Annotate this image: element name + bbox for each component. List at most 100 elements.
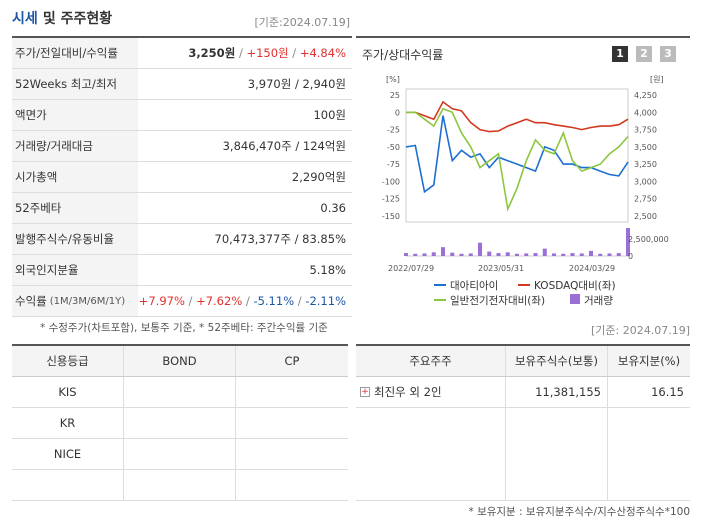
- stock-chart: [%] [원] 25 0 -25 -50 -75 -100 -125 -150 4,250 4,0…: [382, 75, 669, 307]
- chart-page-3-button[interactable]: 3: [660, 46, 676, 62]
- right-tick-label: 2,750: [634, 195, 657, 204]
- row-key: 주가/전일대비/수익률: [12, 38, 138, 68]
- table-header-row: 주요주주 보유주식수(보통) 보유지분(%): [356, 346, 690, 377]
- returns-label: 수익률: [15, 294, 47, 308]
- column-header: 보유지분(%): [617, 354, 681, 368]
- left-tick-label: -125: [382, 195, 400, 204]
- bond-rating-cell: [124, 377, 236, 407]
- volume-zero-label: 0: [628, 252, 633, 261]
- volume-bar: [413, 253, 418, 256]
- cp-rating-cell: [236, 439, 348, 469]
- chart-title: 주가/상대수익률: [362, 48, 444, 62]
- column-header: 주요주주: [356, 346, 506, 376]
- right-tick-label: 3,500: [634, 143, 657, 152]
- empty-cell: [608, 408, 690, 500]
- price-change: +150원: [246, 46, 289, 60]
- return-1m: +7.97%: [138, 294, 185, 308]
- chart-page-2-button[interactable]: 2: [636, 46, 652, 62]
- agency-name: KIS: [12, 377, 124, 407]
- table-row: 52주베타 0.36: [12, 193, 352, 224]
- volume-bar: [450, 252, 455, 256]
- return-3m: +7.62%: [196, 294, 243, 308]
- right-tick-label: 3,750: [634, 126, 657, 135]
- volume-bar: [589, 250, 593, 256]
- table-row: 거래량/거래대금 3,846,470주 / 124억원: [12, 131, 352, 162]
- holder-percent: 16.15: [651, 385, 684, 399]
- volume-bar: [487, 251, 492, 256]
- volume-tick-label: 2,500,000: [628, 235, 669, 244]
- right-tick-label: 4,250: [634, 91, 657, 100]
- table-row: 주가/전일대비/수익률 3,250원 / +150원 / +4.84%: [12, 38, 352, 69]
- volume-bar: [626, 228, 630, 256]
- table-row: KIS: [12, 377, 348, 408]
- row-value: 0.36: [320, 201, 346, 215]
- returns-periods: (1M/3M/6M/1Y): [49, 295, 126, 307]
- agency-name-empty: [12, 470, 124, 500]
- row-value: 70,473,377주 / 83.85%: [214, 232, 346, 246]
- table-row: + 최진우 외 2인 11,381,155 16.15: [356, 377, 690, 408]
- row-value: 100원: [313, 108, 346, 122]
- left-tick-label: -75: [387, 160, 400, 169]
- row-key: 액면가: [12, 100, 138, 130]
- column-header: BOND: [124, 346, 236, 376]
- volume-bar: [561, 253, 566, 256]
- cp-rating-cell: [236, 470, 348, 500]
- sector-series-line: [406, 107, 629, 212]
- holder-shares: 11,381,155: [506, 377, 608, 407]
- volume-bar: [616, 253, 621, 256]
- bond-rating-cell: [124, 470, 236, 500]
- row-key: 거래량/거래대금: [12, 131, 138, 161]
- current-price: 3,250원: [188, 46, 236, 60]
- table-row: [12, 470, 348, 501]
- cp-rating-cell: [236, 408, 348, 438]
- right-tick-label: 3,250: [634, 160, 657, 169]
- left-tick-label: -100: [382, 177, 400, 186]
- row-value: +7.97% / +7.62% / -5.11% / -2.11%: [138, 294, 346, 308]
- column-header: 보유주식수(보통): [506, 346, 608, 376]
- chart-panel: 주가/상대수익률 1 2 3 [%] [원] 25 0 -25 -50 -75 -100 -…: [356, 36, 690, 315]
- legend-label-kosdaq: KOSDAQ대비(좌): [534, 280, 616, 292]
- row-key: 52주베타: [12, 193, 138, 223]
- holder-name[interactable]: 최진우 외 2인: [374, 385, 442, 399]
- cp-rating-cell: [236, 377, 348, 407]
- chart-page-1-button[interactable]: 1: [612, 46, 628, 62]
- table-row: KR: [12, 408, 348, 439]
- agency-name: KR: [12, 408, 124, 438]
- expand-icon[interactable]: +: [360, 387, 370, 397]
- credit-rating-table: 신용등급 BOND CP KIS KR NICE: [12, 344, 348, 501]
- legend-swatch-volume: [570, 294, 580, 304]
- volume-bar: [598, 253, 603, 256]
- kosdaq-series-line: [406, 100, 629, 133]
- empty-cell: [506, 408, 608, 500]
- volume-bar: [431, 252, 436, 256]
- plot-frame: [405, 88, 629, 223]
- left-tick-label: -25: [387, 126, 400, 135]
- volume-bar: [468, 253, 473, 256]
- holders-footnote: * 보유지분 : 보유지분주식수/지수산정주식수*100: [468, 506, 690, 518]
- volume-bar: [542, 248, 547, 256]
- table-header-row: 신용등급 BOND CP: [12, 346, 348, 377]
- holder-cell: + 최진우 외 2인: [356, 377, 506, 407]
- table-row: 액면가 100원: [12, 100, 352, 131]
- return-1y: -2.11%: [305, 294, 346, 308]
- table-row: 수익률 (1M/3M/6M/1Y) +7.97% / +7.62% / -5.1…: [12, 286, 352, 317]
- row-value: 5.18%: [309, 263, 346, 277]
- volume-bar: [478, 242, 482, 256]
- row-key: 52Weeks 최고/최저: [12, 69, 138, 99]
- right-tick-label: 3,000: [634, 177, 657, 186]
- left-unit-label: [%]: [386, 75, 400, 84]
- row-key: 외국인지분율: [12, 255, 138, 285]
- volume-bar: [505, 252, 510, 256]
- volume-bar: [552, 253, 556, 256]
- table-row: 시가총액 2,290억원: [12, 162, 352, 193]
- right-tick-label: 2,500: [634, 212, 657, 221]
- x-tick-label: 2024/03/29: [569, 264, 615, 273]
- right-tick-label: 4,000: [634, 108, 657, 117]
- right-unit-label: [원]: [650, 75, 664, 84]
- column-header: 신용등급: [12, 346, 124, 376]
- row-key: 시가총액: [12, 162, 138, 192]
- table-row: 발행주식수/유동비율 70,473,377주 / 83.85%: [12, 224, 352, 255]
- column-header: CP: [284, 354, 300, 368]
- volume-bar: [404, 253, 408, 256]
- legend-label-sector: 일반전기전자대비(좌): [450, 294, 545, 307]
